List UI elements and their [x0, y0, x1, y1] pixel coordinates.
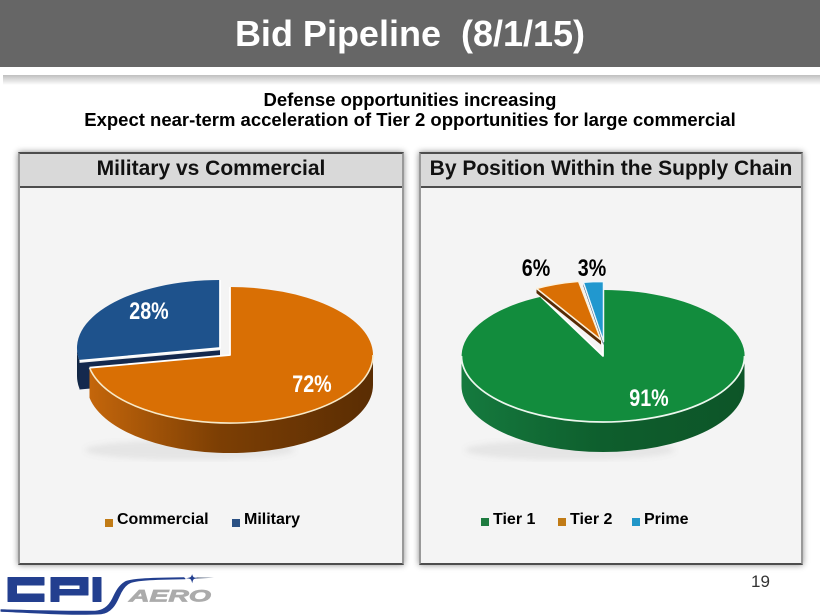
svg-text:AERO: AERO — [127, 588, 211, 606]
